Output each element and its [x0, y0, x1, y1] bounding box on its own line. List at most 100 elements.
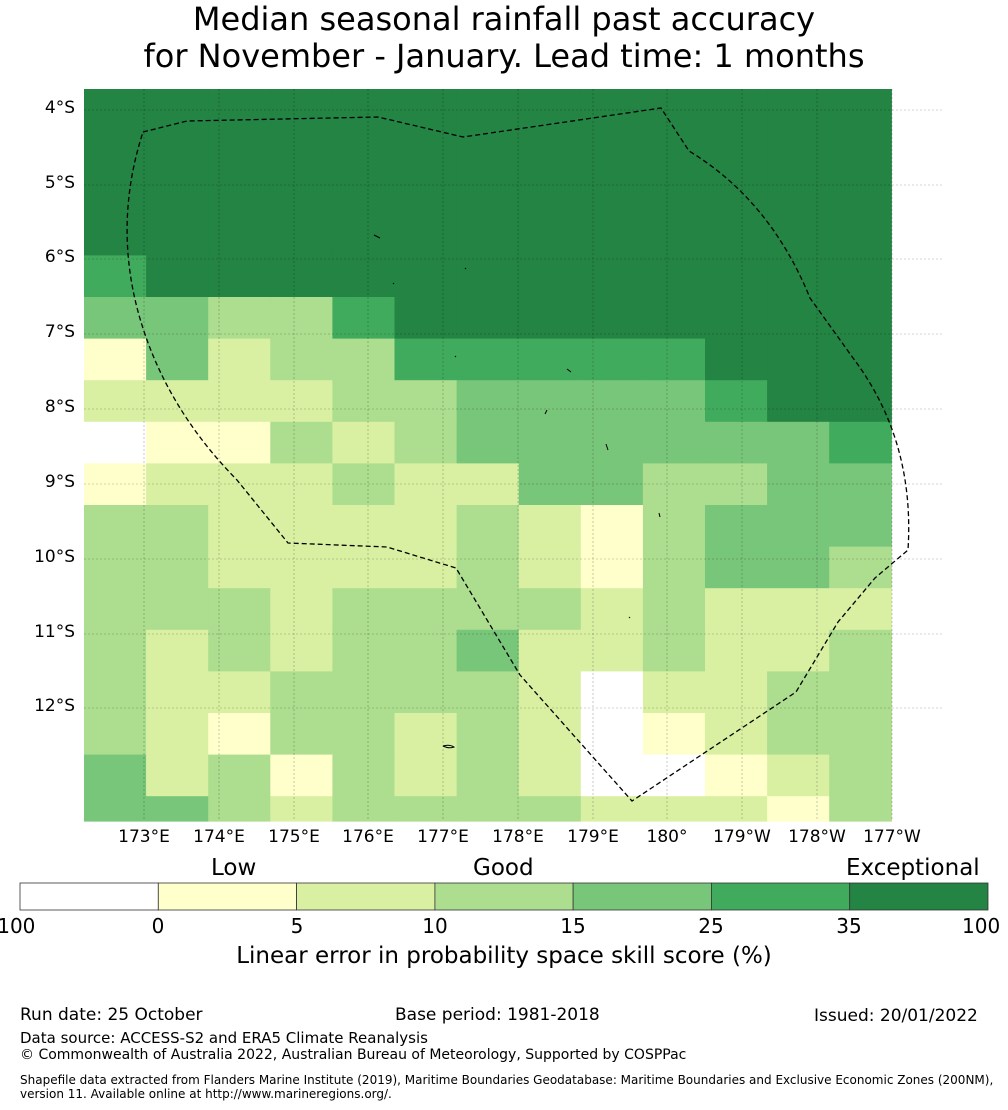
grid-cell [829, 505, 892, 548]
grid-cell [642, 588, 706, 631]
grid-cell [84, 338, 147, 381]
grid-cell [456, 172, 520, 215]
grid-cell [705, 505, 768, 548]
grid-cell [829, 380, 892, 423]
grid-cell [518, 172, 582, 215]
grid-cell [394, 505, 458, 548]
grid-cell [829, 671, 892, 714]
grid-cell [642, 172, 706, 215]
grid-cell [705, 754, 768, 797]
island [605, 443, 609, 451]
lon-label-175e: 175°E [268, 827, 320, 847]
grid-cell [208, 297, 271, 340]
grid-cell [146, 213, 209, 256]
lon-label-176e: 176°E [342, 827, 394, 847]
grid-cell [332, 213, 396, 256]
grid-cell [456, 754, 520, 797]
colorbar-tick: 25 [698, 914, 724, 938]
island [464, 267, 467, 270]
grid-cell [642, 255, 706, 298]
colorbar-label: Linear error in probability space skill … [236, 943, 772, 969]
grid-cell [456, 297, 520, 340]
grid-cell [146, 796, 209, 822]
grid-cell [84, 463, 147, 506]
colorbar-segment [157, 882, 298, 911]
grid-cell [456, 671, 520, 714]
grid-cell [270, 546, 333, 589]
colorbar-segment [19, 882, 159, 911]
grid-cell [146, 255, 209, 298]
grid-cell [332, 754, 396, 797]
grid-cell [642, 213, 706, 256]
grid-cell [208, 338, 271, 381]
grid-cell [394, 671, 458, 714]
grid-cell [270, 297, 333, 340]
grid-cell [456, 255, 520, 298]
grid-cell [84, 255, 147, 298]
grid-cell [208, 213, 271, 256]
lon-label-179w: 179°W [713, 827, 771, 847]
colorbar-segment [296, 882, 436, 911]
lat-label-4s: 4°S [44, 98, 75, 118]
lon-label-174e: 174°E [193, 827, 245, 847]
grid-cell [767, 338, 830, 381]
grid-cell [767, 588, 830, 631]
grid-cell [456, 130, 520, 173]
grid-cell [84, 713, 147, 756]
grid-cell [332, 629, 396, 672]
grid-cell [518, 297, 582, 340]
lat-label-6s: 6°S [44, 247, 75, 267]
grid-cell [580, 380, 644, 423]
lon-label-180: 180° [646, 827, 688, 847]
grid-cell [705, 255, 768, 298]
colorbar-segment [711, 882, 851, 911]
lat-label-12s: 12°S [34, 696, 75, 716]
grid-cell [84, 588, 147, 631]
lat-label-7s: 7°S [44, 322, 75, 342]
grid-cell [705, 463, 768, 506]
grid-cell [642, 671, 706, 714]
run-date: Run date: 25 October [20, 1005, 203, 1025]
lon-label-178e: 178°E [492, 827, 544, 847]
grid-cell [394, 89, 458, 132]
grid-cell [270, 505, 333, 548]
grid-cell [767, 297, 830, 340]
grid-cell [767, 713, 830, 756]
island [442, 744, 456, 749]
grid-cell [84, 546, 147, 589]
colorbar-tick: 15 [560, 914, 586, 938]
grid-cell [208, 505, 271, 548]
grid-cell [270, 380, 333, 423]
grid-cell [518, 588, 582, 631]
grid-cell [394, 754, 458, 797]
grid-cell [394, 130, 458, 173]
grid-cell [518, 130, 582, 173]
grid-cell [518, 213, 582, 256]
grid-cell [394, 421, 458, 464]
grid-cell [705, 546, 768, 589]
grid-cell [84, 796, 147, 822]
graticule [84, 89, 944, 821]
grid-cell [642, 629, 706, 672]
grid-cell [394, 380, 458, 423]
colorbar-tick: 35 [836, 914, 862, 938]
grid-cell [270, 754, 333, 797]
grid-cell [580, 297, 644, 340]
grid-cell [394, 588, 458, 631]
grid-cell [642, 505, 706, 548]
grid-cell [642, 130, 706, 173]
grid-cell [705, 89, 768, 132]
grid-cell [705, 588, 768, 631]
grid-cell [829, 754, 892, 797]
category-good: Good [473, 855, 534, 881]
grid-cell [208, 421, 271, 464]
grid-cell [332, 505, 396, 548]
grid-cell [829, 713, 892, 756]
grid-cell [270, 463, 333, 506]
grid-cell [332, 671, 396, 714]
grid-cell [705, 338, 768, 381]
grid-cell [456, 629, 520, 672]
grid-cell [642, 463, 706, 506]
grid-cell [518, 380, 582, 423]
colorbar-tick: 0 [151, 914, 165, 938]
